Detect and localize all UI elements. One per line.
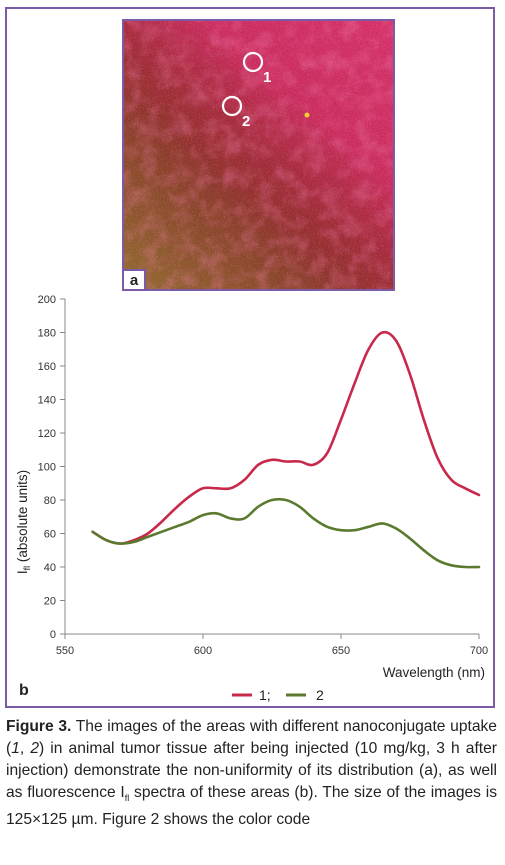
y-tick-label: 100	[38, 462, 56, 474]
figure-caption: Figure 3. The images of the areas with d…	[6, 716, 497, 831]
y-tick-label: 200	[38, 294, 56, 306]
y-tick-label: 180	[38, 328, 56, 340]
y-tick-label: 160	[38, 361, 56, 373]
x-axis-label: Wavelength (nm)	[383, 665, 485, 680]
caption-italic-2: 2	[30, 740, 40, 757]
panel-a-label: a	[124, 269, 146, 289]
chart-axes: 0 20 40 60 80 100 120 140 160 180 200 550 600 650 700	[38, 294, 489, 657]
caption-text: spectra of these areas (b). The size of …	[6, 784, 497, 829]
caption-italic-1: 1	[11, 740, 20, 757]
x-tick-label: 600	[194, 645, 212, 657]
chart-series	[91, 330, 481, 569]
y-axis-label: Ifl (absolute units)	[15, 470, 32, 574]
marker-2: 2	[221, 95, 250, 130]
caption-text: ,	[19, 740, 31, 757]
figure-frame: 1 2 a	[5, 7, 495, 708]
legend-label-series-2: 2	[316, 687, 324, 703]
micrograph-image: 1 2 a	[122, 19, 395, 291]
y-tick-label: 0	[50, 629, 56, 641]
caption-text: The images of the areas with different n…	[6, 718, 497, 757]
legend-label-series-1: 1;	[259, 687, 271, 703]
y-tick-label: 80	[44, 495, 56, 507]
y-tick-label: 60	[44, 529, 56, 541]
tissue-texture: 1 2	[124, 21, 393, 289]
x-tick-label: 700	[470, 645, 488, 657]
series-line-2	[91, 497, 481, 569]
y-tick-label: 40	[44, 562, 56, 574]
caption-lead: Figure 3.	[6, 718, 72, 735]
caption-subscript: fl	[124, 793, 130, 804]
panel-b-label: b	[19, 682, 29, 699]
x-tick-label: 650	[332, 645, 350, 657]
y-tick-label: 120	[38, 428, 56, 440]
y-tick-label: 140	[38, 395, 56, 407]
series-line-1	[91, 330, 481, 545]
caption-text: ) in animal tumor tissue after being inj…	[6, 740, 497, 801]
svg-text:2: 2	[242, 113, 250, 130]
marker-1: 1	[242, 51, 271, 86]
y-tick-label: 20	[44, 596, 56, 608]
chart-legend: 1; 2	[232, 687, 324, 703]
svg-text:1: 1	[263, 69, 271, 86]
x-tick-label: 550	[56, 645, 74, 657]
